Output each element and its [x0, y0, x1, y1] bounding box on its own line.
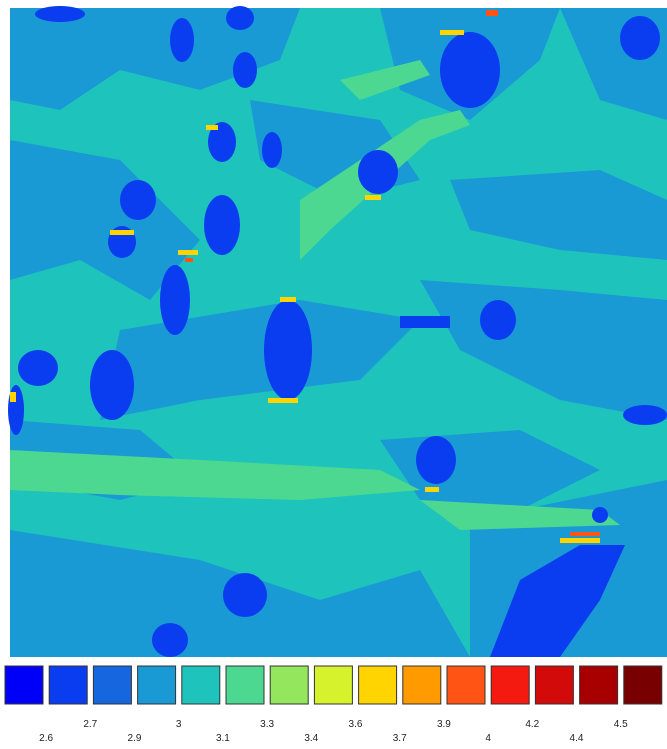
colorbar-tick-label: 3.1	[216, 733, 230, 744]
colorbar-swatch	[402, 665, 442, 705]
colorbar-swatch	[534, 665, 574, 705]
colorbar-swatch	[579, 665, 619, 705]
colorbar-tick-label: 3.3	[260, 719, 274, 730]
colorbar-swatch	[623, 665, 663, 705]
colorbar-tick-label: 3.4	[304, 733, 318, 744]
colorbar-swatch	[269, 665, 309, 705]
colorbar-swatch	[181, 665, 221, 705]
colorbar-tick-label: 4.5	[614, 719, 628, 730]
map-blobs	[8, 6, 667, 657]
colorbar-swatch	[313, 665, 353, 705]
field-map	[8, 6, 667, 657]
colorbar-tick-label: 2.9	[128, 733, 142, 744]
colorbar-tick-label: 3.6	[349, 719, 363, 730]
colorbar-tick-label: 4.4	[570, 733, 584, 744]
colorbar-tick-label: 3.9	[437, 719, 451, 730]
colorbar-swatch	[4, 665, 44, 705]
colorbar-swatch	[137, 665, 177, 705]
map-streaks	[10, 60, 620, 530]
colorbar-swatch	[490, 665, 530, 705]
colorbar-tick-label: 3	[176, 719, 182, 730]
colorbar-swatch	[48, 665, 88, 705]
colorbar-swatch	[92, 665, 132, 705]
map-hot-edges	[185, 10, 600, 536]
colorbar-swatch	[358, 665, 398, 705]
colorbar-tick-label: 2.7	[83, 719, 97, 730]
colorbar-swatch	[225, 665, 265, 705]
colorbar-tick-label: 4.2	[525, 719, 539, 730]
colorbar: 2.6 2.7 2.9 3 3.1 3.3 3.4 3.6 3.7 3.9 4 4.2 4.4 4.5	[4, 665, 663, 744]
colorbar-tick-label: 2.6	[39, 733, 53, 744]
colorbar-swatch	[446, 665, 486, 705]
colorbar-tick-label: 4	[485, 733, 491, 744]
map-edges	[10, 30, 600, 543]
colorbar-tick-label: 3.7	[393, 733, 407, 744]
